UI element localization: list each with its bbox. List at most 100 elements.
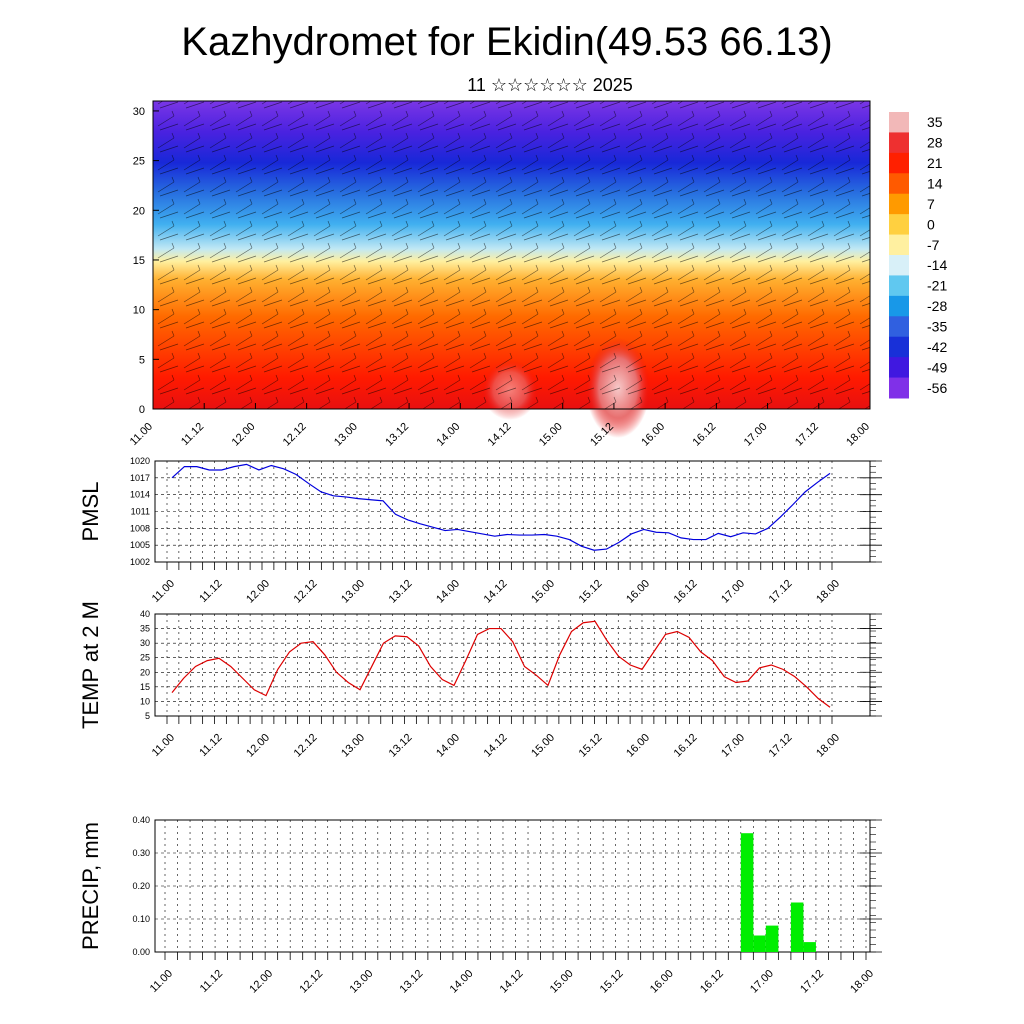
colorbar-label: 0	[927, 216, 935, 232]
heatmap-y-tick-label: 30	[133, 106, 145, 118]
precip-bar	[803, 942, 816, 952]
pmsl-x-tick-label: 11.00	[150, 578, 177, 605]
precip-y-tick-label: 0.20	[132, 881, 150, 891]
precip-x-tick-label: 16.00	[648, 968, 676, 996]
chart-title: Kazhydromet for Ekidin(49.53 66.13)	[181, 20, 832, 64]
colorbar-label: 35	[927, 114, 943, 130]
temp-y-tick-label: 10	[140, 696, 150, 706]
temp-x-tick-label: 12.00	[244, 732, 272, 760]
precip-x-tick-label: 13.12	[398, 968, 426, 996]
pmsl-x-tick-label: 14.00	[434, 578, 462, 606]
pmsl-x-tick-label: 14.12	[482, 578, 510, 606]
colorbar-label: -49	[927, 359, 947, 375]
temp-x-tick-label: 12.12	[292, 732, 320, 760]
colorbar-segment	[889, 295, 909, 317]
temp-x-tick-label: 14.12	[482, 732, 510, 760]
temp-x-tick-label: 11.12	[197, 732, 224, 759]
precip-y-tick-label: 0.00	[132, 947, 150, 957]
colorbar: 35 28 21 14 7 0 -7 -14 -21 -28 -35 -42 -49 -56	[889, 112, 947, 399]
precip-x-tick-label: 11.00	[148, 968, 175, 995]
heatmap-y-tick-label: 20	[133, 205, 145, 217]
precip-x-tick-label: 12.12	[297, 968, 325, 996]
pmsl-y-tick-label: 1005	[130, 540, 150, 550]
pmsl-x-tick-label: 18.00	[814, 578, 842, 606]
temp-y-tick-label: 5	[145, 711, 150, 721]
colorbar-segment	[889, 377, 909, 399]
pmsl-y-tick-label: 1002	[130, 557, 150, 567]
temp-y-tick-label: 40	[140, 609, 150, 619]
chart-subtitle: 11 ☆☆☆☆☆☆ 2025	[467, 75, 633, 95]
temp-y-axis-label: TEMP at 2 M	[78, 601, 103, 729]
heatmap-y-tick-label: 25	[133, 156, 145, 168]
temp-y-tick-label: 35	[140, 624, 150, 634]
temp-frame	[154, 613, 871, 717]
heatmap-x-tick-label: 13.00	[332, 421, 360, 449]
precip-y-tick-label: 0.30	[132, 848, 150, 858]
precip-x-tick-label: 13.00	[347, 968, 375, 996]
heatmap-x-tick-label: 16.12	[691, 421, 719, 449]
colorbar-segment	[889, 152, 909, 174]
precip-y-tick-label: 0.10	[132, 914, 150, 924]
precip-x-tick-label: 15.00	[548, 968, 576, 996]
colorbar-label: -56	[927, 380, 947, 396]
heatmap-y-tick-label: 15	[133, 255, 145, 267]
heatmap-x-tick-label: 13.12	[383, 421, 411, 449]
temp-y-tick-label: 25	[140, 653, 150, 663]
temp-x-tick-label: 13.12	[387, 732, 415, 760]
colorbar-segment	[889, 214, 909, 236]
heatmap-x-tick-label: 11.00	[128, 421, 155, 448]
pmsl-y-tick-label: 1008	[130, 523, 150, 533]
pmsl-x-tick-label: 13.00	[339, 578, 367, 606]
precip-x-tick-label: 12.00	[247, 968, 275, 996]
temp-x-tick-label: 15.00	[529, 732, 557, 760]
precip-y-tick-label: 0.40	[132, 815, 150, 825]
heatmap-x-tick-label: 16.00	[639, 421, 667, 449]
precip-x-tick-label: 15.12	[598, 968, 626, 996]
pmsl-x-tick-label: 12.12	[292, 578, 320, 606]
colorbar-segment	[889, 357, 909, 379]
pmsl-y-tick-label: 1011	[131, 507, 150, 517]
colorbar-label: -28	[927, 298, 947, 314]
pmsl-x-tick-label: 11.12	[197, 578, 224, 605]
colorbar-segment	[889, 255, 909, 276]
pmsl-y-axis-label: PMSL	[78, 482, 103, 542]
pmsl-x-tick-label: 15.00	[529, 578, 557, 606]
precip-bar	[765, 925, 779, 952]
temp-series-line	[171, 620, 831, 708]
precip-bar	[790, 902, 804, 952]
heatmap-x-tick-label: 15.00	[537, 421, 565, 449]
heatmap-x-tick-label: 18.00	[844, 421, 872, 449]
colorbar-label: -35	[927, 319, 947, 335]
heatmap-x-tick-label: 14.00	[434, 421, 462, 449]
colorbar-label: 21	[927, 155, 943, 171]
colorbar-label: -14	[927, 257, 947, 273]
heatmap-x-tick-label: 17.12	[793, 421, 821, 449]
pmsl-y-tick-label: 1020	[130, 456, 150, 466]
colorbar-segment	[889, 193, 909, 215]
precip-x-tick-label: 16.12	[698, 968, 726, 996]
precip-y-axis-label: PRECIP, mm	[78, 822, 103, 950]
pmsl-x-tick-label: 13.12	[387, 578, 415, 606]
temp-x-tick-label: 17.00	[719, 732, 747, 760]
temp-y-tick-label: 30	[140, 638, 150, 648]
pmsl-panel: 1020 1017 1014 1011 1008 1005 1002 11.00 11.12 12…	[78, 456, 882, 606]
temp-y-tick-label: 20	[140, 667, 150, 677]
pmsl-x-tick-label: 16.12	[672, 578, 700, 606]
heatmap-y-tick-label: 5	[139, 354, 145, 366]
pmsl-x-tick-label: 17.12	[767, 578, 795, 606]
precip-panel: 0.40 0.30 0.20 0.10 0.00 11.00 11.12 12.00 12.12…	[78, 815, 882, 996]
temp-y-tick-label: 15	[140, 682, 150, 692]
precip-x-tick-label: 17.12	[798, 968, 826, 996]
temp-x-tick-label: 13.00	[339, 732, 367, 760]
heatmap-panel: 11.00 11.12 12.00 12.12 13.00 13.12 14.00 14.12…	[128, 100, 872, 449]
colorbar-label: 7	[927, 196, 935, 212]
heatmap-x-tick-label: 14.12	[486, 421, 514, 449]
temp-x-tick-label: 14.00	[434, 732, 462, 760]
precip-x-tick-label: 14.12	[498, 968, 526, 996]
colorbar-label: -7	[927, 237, 940, 253]
heatmap-x-tick-label: 12.12	[281, 421, 309, 449]
heatmap-x-tick-label: 11.12	[179, 421, 206, 448]
temp-x-tick-label: 16.00	[624, 732, 652, 760]
temp-panel: 40 35 30 25 20 15 10 5 11.00 11.12 12.00 12.12 13.00…	[78, 601, 882, 760]
